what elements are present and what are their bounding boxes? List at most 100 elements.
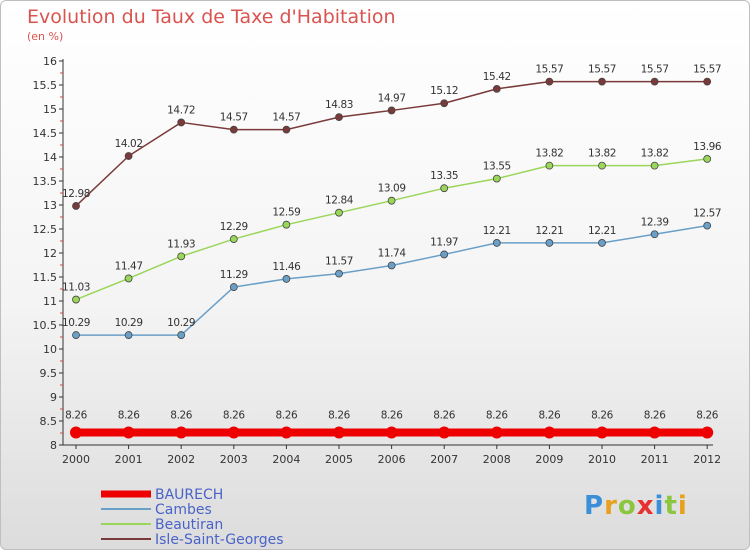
data-point (335, 208, 343, 217)
data-label: 12.21 (588, 225, 616, 237)
y-tick-label: 12.5 (33, 223, 58, 236)
data-point (177, 252, 186, 261)
data-label: 15.42 (483, 71, 511, 83)
data-point (650, 161, 659, 170)
data-point (124, 331, 133, 339)
data-point (440, 184, 449, 193)
chart-title: Evolution du Taux de Taxe d'Habitation (27, 6, 396, 28)
data-label: 14.57 (220, 112, 248, 124)
data-point (545, 77, 554, 86)
data-point (124, 274, 133, 283)
x-tick-label: 2006 (378, 453, 406, 466)
logo-letter: x (636, 491, 655, 521)
data-label: 14.97 (378, 92, 406, 104)
data-point (229, 125, 238, 134)
x-tick-label: 2009 (535, 453, 563, 466)
x-tick-label: 2004 (272, 453, 300, 466)
data-label: 8.26 (644, 410, 666, 422)
data-label: 12.39 (641, 216, 669, 228)
data-point (177, 118, 186, 127)
data-label: 13.96 (693, 141, 722, 153)
data-label: 13.82 (535, 148, 563, 160)
y-tick-label: 16 (43, 55, 57, 68)
data-point (598, 161, 606, 170)
data-point (440, 250, 449, 259)
y-tick-label: 14.5 (33, 127, 58, 140)
data-label: 10.29 (115, 317, 143, 329)
data-label: 8.26 (433, 410, 455, 422)
data-label: 15.57 (535, 64, 563, 76)
data-label: 13.55 (483, 161, 511, 173)
data-point (229, 235, 238, 243)
data-label: 8.26 (381, 410, 403, 422)
data-point (387, 261, 396, 270)
proxiti-logo: Proxiti (584, 491, 688, 521)
data-label: 14.83 (325, 99, 353, 111)
logo-letter: t (664, 491, 678, 521)
legend-label: Beautiran (155, 517, 223, 533)
data-point (650, 77, 659, 86)
data-label: 10.29 (167, 317, 195, 329)
data-point (333, 426, 345, 439)
data-point (438, 426, 451, 439)
data-point (545, 161, 554, 170)
y-tick-label: 8 (50, 439, 57, 452)
x-tick-label: 2002 (167, 453, 195, 466)
data-label: 14.57 (272, 112, 300, 124)
data-label: 8.26 (696, 410, 718, 422)
y-tick-label: 9.5 (40, 367, 58, 380)
data-point (650, 230, 659, 239)
data-label: 11.47 (115, 260, 143, 272)
data-point (492, 174, 501, 183)
data-point (72, 202, 80, 210)
data-label: 12.57 (693, 208, 721, 220)
data-point (703, 155, 712, 163)
x-tick-label: 2007 (430, 453, 458, 466)
y-tick-label: 10 (43, 343, 57, 356)
x-tick-label: 2008 (483, 453, 511, 466)
y-tick-label: 10.5 (33, 319, 58, 332)
data-label: 14.72 (167, 104, 195, 116)
legend-label: Isle-Saint-Georges (155, 532, 284, 548)
data-label: 10.29 (62, 317, 90, 329)
data-label: 8.26 (65, 410, 87, 422)
data-label: 15.57 (693, 64, 721, 76)
data-point (701, 426, 714, 439)
data-point (229, 283, 238, 291)
data-point (545, 239, 554, 247)
logo-letter: o (617, 491, 637, 521)
data-label: 13.82 (588, 148, 616, 160)
data-point (72, 295, 80, 304)
y-tick-label: 12 (43, 247, 57, 260)
data-point (385, 426, 398, 439)
legend-label: Cambes (155, 502, 212, 518)
data-point (492, 239, 501, 247)
data-label: 11.97 (430, 236, 458, 248)
x-tick-label: 2001 (115, 453, 143, 466)
y-tick-label: 13 (43, 199, 57, 212)
data-point (703, 221, 712, 230)
x-tick-label: 2012 (693, 453, 721, 466)
y-tick-label: 15 (43, 103, 57, 116)
data-label: 8.26 (276, 410, 298, 422)
data-point (70, 426, 82, 439)
data-point (282, 125, 291, 134)
x-tick-label: 2000 (62, 453, 90, 466)
data-point (282, 220, 291, 229)
data-label: 11.74 (378, 247, 407, 259)
data-point (490, 426, 503, 439)
data-label: 8.26 (118, 410, 140, 422)
data-point (440, 99, 449, 108)
data-point (596, 426, 608, 439)
logo-letter: P (584, 491, 605, 521)
data-label: 8.26 (328, 410, 350, 422)
legend-label: BAURECH (155, 487, 223, 503)
data-point (72, 331, 80, 339)
data-label: 12.29 (220, 221, 248, 233)
data-point (648, 426, 661, 439)
data-point (282, 275, 291, 283)
data-label: 8.26 (223, 410, 245, 422)
logo-letter: i (677, 491, 688, 521)
